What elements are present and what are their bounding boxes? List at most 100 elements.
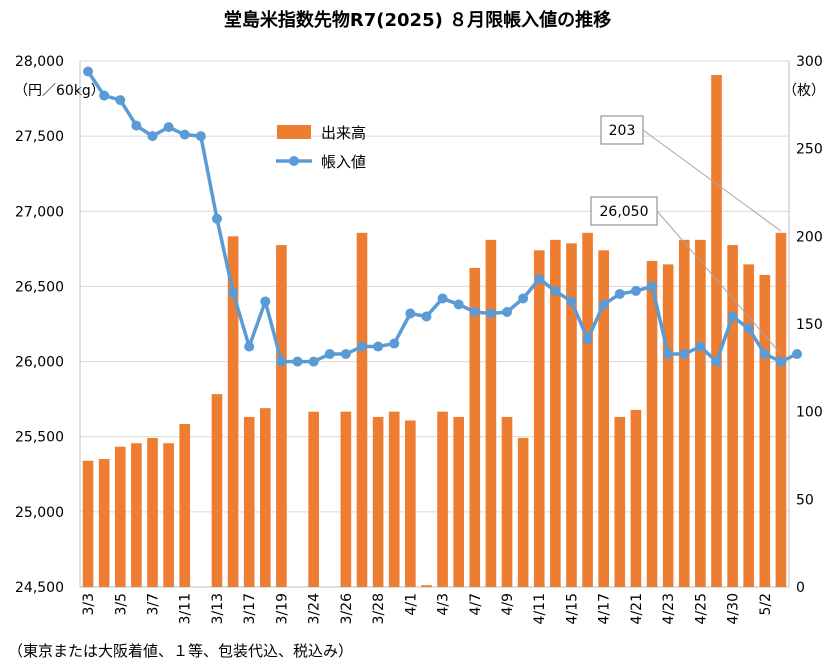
volume-bar <box>147 437 158 587</box>
volume-bar <box>243 416 255 587</box>
callout-label-volume: 203 <box>609 123 636 139</box>
callout-leader-volume <box>642 129 782 232</box>
volume-bar <box>437 411 448 587</box>
right-tick-label: 250 <box>796 142 823 158</box>
settlement-price-point <box>759 349 770 360</box>
settlement-price-point <box>340 349 351 360</box>
volume-bar <box>114 446 126 587</box>
volume-bar <box>614 416 626 587</box>
x-tick-label: 5/2 <box>758 593 774 616</box>
volume-bar <box>727 245 738 587</box>
volume-bar <box>163 443 174 587</box>
callout-box-volume <box>600 115 644 145</box>
x-tick-label: 4/17 <box>597 593 613 624</box>
volume-bar <box>598 250 610 588</box>
left-tick-label: 25,000 <box>15 505 64 521</box>
settlement-price-point <box>647 281 658 292</box>
volume-bar <box>533 250 545 588</box>
volume-bar <box>743 264 755 587</box>
settlement-price-point <box>453 299 464 310</box>
x-tick-label: 4/15 <box>564 593 580 624</box>
settlement-price-point <box>211 213 222 224</box>
x-tick-label: 3/13 <box>210 593 226 624</box>
volume-bar <box>646 260 658 587</box>
volume-bar <box>308 411 319 587</box>
volume-bar <box>453 416 464 587</box>
x-tick-label: 4/23 <box>661 593 677 624</box>
volume-bar <box>98 459 110 587</box>
left-tick-label: 27,500 <box>15 129 64 145</box>
settlement-price-point <box>679 349 690 360</box>
x-tick-label: 3/3 <box>81 593 97 616</box>
volume-bar <box>662 264 674 587</box>
left-tick-label: 25,500 <box>15 430 64 446</box>
settlement-price-point <box>566 296 577 307</box>
settlement-price-point <box>502 306 513 317</box>
callout-label-price: 26,050 <box>600 204 649 220</box>
right-tick-label: 50 <box>796 492 814 508</box>
right-tick-label: 100 <box>796 405 823 421</box>
settlement-price-point <box>147 131 158 142</box>
settlement-price-point <box>163 122 174 133</box>
left-axis-unit: （円／60kg） <box>14 83 105 99</box>
x-tick-label: 3/17 <box>242 593 258 624</box>
settlement-price-point <box>195 131 206 142</box>
settlement-price-point <box>115 95 126 106</box>
volume-bar <box>711 75 722 587</box>
settlement-price-point <box>469 306 480 317</box>
settlement-price-point <box>260 296 271 307</box>
right-tick-label: 150 <box>796 317 823 333</box>
volume-bar <box>582 232 593 587</box>
volume-bar <box>259 408 271 587</box>
volume-bar <box>775 232 787 587</box>
x-tick-label: 3/26 <box>339 593 355 625</box>
settlement-price-point <box>421 311 432 322</box>
x-tick-label: 3/7 <box>146 593 162 616</box>
volume-bar <box>485 239 497 587</box>
volume-bar <box>227 236 239 588</box>
legend-marker-line <box>289 156 299 166</box>
x-tick-label: 4/9 <box>500 593 516 616</box>
settlement-price-point <box>582 334 593 345</box>
settlement-price-point <box>228 287 239 298</box>
settlement-price-point <box>663 349 674 360</box>
left-tick-label: 26,500 <box>15 279 64 295</box>
volume-bar <box>421 585 432 587</box>
settlement-price-point <box>598 299 609 310</box>
volume-bar <box>517 437 529 587</box>
left-tick-label: 27,000 <box>15 204 64 220</box>
footnote: （東京または大阪着値、１等、包装代込、税込み） <box>8 642 354 660</box>
volume-bar <box>340 411 352 587</box>
right-axis-unit: （枚） <box>783 83 825 99</box>
volume-bar <box>356 232 368 587</box>
x-tick-label: 4/11 <box>532 593 548 624</box>
volume-bar <box>759 274 771 587</box>
settlement-price-point <box>711 356 722 367</box>
settlement-price-point <box>437 293 448 304</box>
volume-bar <box>276 245 287 587</box>
settlement-price-point <box>389 338 400 349</box>
volume-bar <box>179 423 191 587</box>
x-tick-label: 3/28 <box>371 593 387 624</box>
settlement-price-line <box>86 70 798 364</box>
x-tick-label: 4/7 <box>468 593 484 616</box>
legend-swatch-bar <box>277 125 311 139</box>
settlement-price-point <box>83 66 94 77</box>
settlement-price-point <box>485 308 496 319</box>
volume-bar <box>566 243 577 587</box>
settlement-price-point <box>308 356 319 367</box>
settlement-price-point <box>405 308 416 319</box>
callout-leader-price <box>656 210 782 355</box>
volume-bar <box>131 443 142 587</box>
legend-label-bar: 出来高 <box>321 124 366 142</box>
left-tick-label: 28,000 <box>15 54 64 70</box>
settlement-price-point <box>550 285 561 296</box>
volume-bar <box>630 409 642 587</box>
x-tick-label: 4/21 <box>629 593 645 624</box>
x-tick-label: 3/24 <box>307 593 323 625</box>
settlement-price-point <box>131 120 142 131</box>
settlement-price-point <box>244 341 255 352</box>
x-tick-label: 3/19 <box>274 593 290 624</box>
right-tick-label: 300 <box>796 54 823 70</box>
